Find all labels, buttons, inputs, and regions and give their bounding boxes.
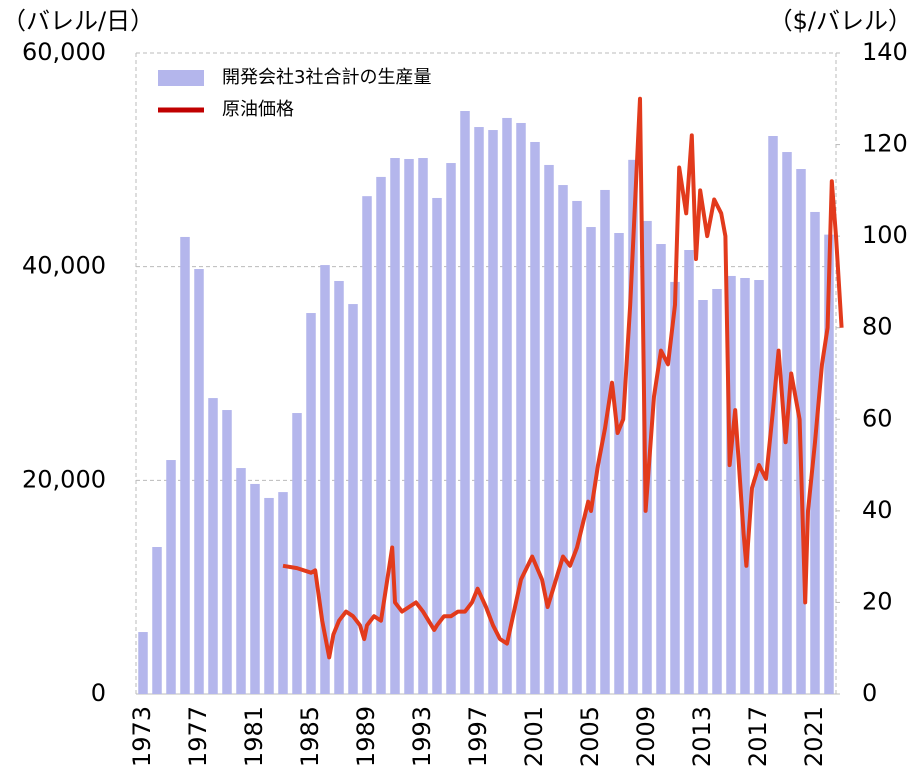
x-tick-label: 1977 bbox=[184, 706, 212, 767]
bar bbox=[278, 492, 288, 694]
bar bbox=[404, 158, 414, 695]
bar bbox=[488, 130, 498, 694]
bar bbox=[544, 164, 554, 695]
bar bbox=[460, 111, 470, 694]
bar bbox=[306, 313, 316, 694]
bar bbox=[670, 281, 680, 694]
x-tick-label: 1997 bbox=[464, 706, 492, 767]
bar bbox=[334, 280, 344, 694]
bar bbox=[418, 158, 428, 695]
bar bbox=[586, 227, 596, 694]
legend-label: 開発会社3社合計の生産量 bbox=[222, 67, 431, 88]
bar bbox=[642, 220, 652, 694]
x-tick-label: 1981 bbox=[240, 706, 268, 767]
y2-axis-label: （$/バレル） bbox=[769, 7, 912, 35]
bar bbox=[446, 163, 456, 694]
bar bbox=[432, 197, 442, 694]
x-tick-label: 1973 bbox=[128, 706, 156, 767]
bar bbox=[502, 117, 512, 695]
bar bbox=[376, 176, 386, 695]
y2-tick-label: 20 bbox=[862, 587, 893, 615]
x-tick-label: 1993 bbox=[408, 706, 436, 767]
bar bbox=[362, 196, 372, 694]
y2-tick-label: 100 bbox=[862, 221, 908, 249]
x-tick-label: 1989 bbox=[352, 706, 380, 767]
x-tick-label: 2021 bbox=[800, 706, 828, 767]
bar bbox=[194, 269, 204, 694]
bar bbox=[208, 398, 218, 694]
bar bbox=[684, 250, 694, 694]
y2-tick-label: 140 bbox=[862, 38, 908, 66]
bar bbox=[516, 122, 526, 694]
y-tick-label: 20,000 bbox=[22, 465, 106, 493]
bar bbox=[614, 233, 624, 694]
bar bbox=[180, 236, 190, 695]
y2-tick-label: 40 bbox=[862, 496, 893, 524]
bar bbox=[628, 159, 638, 695]
bar bbox=[138, 632, 148, 694]
y-axis-label: （バレル/日） bbox=[2, 7, 154, 35]
bar bbox=[656, 244, 666, 694]
y-tick-label: 60,000 bbox=[22, 38, 106, 66]
legend-swatch bbox=[158, 70, 204, 86]
x-tick-label: 2005 bbox=[576, 706, 604, 767]
legend-label: 原油価格 bbox=[222, 99, 294, 120]
bar bbox=[698, 299, 708, 694]
bar bbox=[754, 280, 764, 694]
bar bbox=[264, 497, 274, 694]
bar bbox=[824, 234, 834, 694]
x-tick-label: 1985 bbox=[296, 706, 324, 767]
bar bbox=[726, 275, 736, 694]
x-tick-label: 2013 bbox=[688, 706, 716, 767]
y2-tick-label: 60 bbox=[862, 404, 893, 432]
bar bbox=[740, 277, 750, 694]
bar bbox=[600, 189, 610, 694]
y2-tick-label: 120 bbox=[862, 130, 908, 158]
bar bbox=[152, 546, 162, 694]
bar bbox=[712, 288, 722, 694]
y2-tick-label: 80 bbox=[862, 313, 893, 341]
bar bbox=[348, 304, 358, 694]
bar bbox=[166, 460, 176, 694]
bar bbox=[572, 200, 582, 694]
bar bbox=[390, 158, 400, 695]
x-tick-label: 2017 bbox=[744, 706, 772, 767]
bar bbox=[530, 141, 540, 694]
bar bbox=[474, 127, 484, 694]
x-tick-label: 2009 bbox=[632, 706, 660, 767]
y-tick-label: 0 bbox=[91, 679, 106, 707]
price-line bbox=[282, 96, 844, 660]
x-tick-label: 2001 bbox=[520, 706, 548, 767]
bar bbox=[320, 265, 330, 694]
bar bbox=[222, 410, 232, 694]
bar bbox=[558, 185, 568, 694]
y-tick-label: 40,000 bbox=[22, 252, 106, 280]
bar bbox=[292, 413, 302, 694]
y2-tick-label: 0 bbox=[862, 679, 877, 707]
bar bbox=[236, 468, 246, 694]
bar bbox=[250, 483, 260, 694]
